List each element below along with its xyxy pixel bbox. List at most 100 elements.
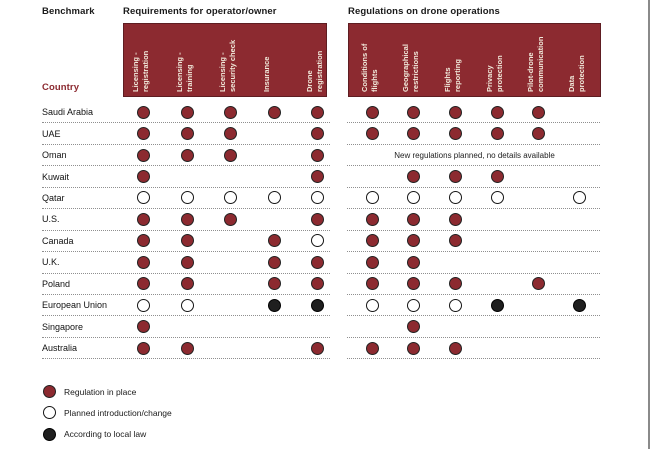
- group2-title: Regulations on drone operations: [348, 6, 500, 17]
- dot-planned-introduction: [136, 298, 150, 312]
- dot-planned-introduction: [223, 191, 237, 205]
- dot-planned-introduction: [136, 191, 150, 205]
- dot-planned-introduction: [490, 191, 504, 205]
- country-label: Canada: [42, 235, 74, 246]
- column-header: Licensing - registration: [131, 50, 150, 92]
- column-header: Privacy protection: [485, 55, 504, 92]
- country-label: Kuwait: [42, 171, 70, 182]
- dot-regulation-in-place: [310, 341, 324, 355]
- dot-planned-introduction: [310, 234, 324, 248]
- dot-regulation-in-place: [136, 341, 150, 355]
- dot-according-to-local-law: [267, 298, 281, 312]
- dot-regulation-in-place: [365, 105, 379, 119]
- country-label: European Union: [42, 300, 108, 311]
- dot-regulation-in-place: [310, 127, 324, 141]
- dot-regulation-in-place: [531, 105, 545, 119]
- column-header: Drone registration: [305, 50, 324, 92]
- table-row: U.S.: [42, 209, 600, 231]
- dot-according-to-local-law: [490, 298, 504, 312]
- dot-regulation-in-place: [406, 255, 420, 269]
- legend: Regulation in place Planned introduction/…: [43, 381, 172, 445]
- dot-regulation-in-place: [136, 127, 150, 141]
- dot-regulation-in-place: [448, 341, 462, 355]
- table-row: Australia: [42, 338, 600, 360]
- table-row: Qatar: [42, 188, 600, 210]
- country-label: UAE: [42, 128, 61, 139]
- dot-regulation-in-place: [310, 105, 324, 119]
- column-header: Flights reporting: [443, 59, 462, 92]
- dot-regulation-in-place: [136, 255, 150, 269]
- dot-regulation-in-place: [180, 105, 194, 119]
- dot-regulation-in-place: [180, 127, 194, 141]
- dot-regulation-in-place: [267, 234, 281, 248]
- dot-regulation-in-place: [448, 127, 462, 141]
- column-header: Geographical restrictions: [401, 44, 420, 92]
- column-header: Insurance: [262, 56, 271, 92]
- dot-according-to-local-law: [572, 298, 586, 312]
- country-label: U.S.: [42, 214, 60, 225]
- dot-according-to-local-law: [310, 298, 324, 312]
- legend-label: According to local law: [64, 429, 147, 440]
- dot-regulation-in-place: [223, 127, 237, 141]
- window-right-border: [648, 0, 650, 449]
- legend-label: Planned introduction/change: [64, 407, 172, 418]
- dot-regulation-in-place: [365, 212, 379, 226]
- dot-regulation-in-place: [406, 234, 420, 248]
- dot-planned-introduction: [180, 298, 194, 312]
- column-group-divider: [330, 100, 346, 361]
- legend-item: According to local law: [43, 424, 172, 445]
- dot-regulation-in-place: [365, 255, 379, 269]
- table-row: Saudi Arabia: [42, 102, 600, 124]
- dot-regulation-in-place: [365, 341, 379, 355]
- dot-regulation-in-place: [267, 255, 281, 269]
- column-header: Licensing - security check: [218, 39, 237, 92]
- dot-regulation-in-place: [180, 234, 194, 248]
- dot-regulation-in-place: [490, 127, 504, 141]
- table-row: U.K.: [42, 252, 600, 274]
- dot-regulation-in-place: [406, 277, 420, 291]
- row-note: New regulations planned, no details avai…: [394, 150, 555, 160]
- dot-regulation-in-place: [531, 277, 545, 291]
- dot-planned-introduction: [267, 191, 281, 205]
- country-label: Oman: [42, 150, 67, 161]
- dot-planned-introduction: [406, 298, 420, 312]
- dot-planned-introduction: [180, 191, 194, 205]
- dot-regulation-in-place: [490, 170, 504, 183]
- dot-regulation-in-place: [406, 320, 420, 334]
- column-header: Data protection: [567, 55, 586, 92]
- table-row: Canada: [42, 231, 600, 253]
- country-label: Qatar: [42, 192, 65, 203]
- dot-regulation-in-place: [180, 148, 194, 162]
- dot-regulation-in-place: [180, 212, 194, 226]
- dot-regulation-in-place: [531, 127, 545, 141]
- dot-regulation-in-place: [136, 320, 150, 334]
- dot-regulation-in-place: [490, 105, 504, 119]
- dot-planned-introduction: [572, 191, 586, 205]
- dot-regulation-in-place: [136, 234, 150, 248]
- dot-regulation-in-place: [448, 234, 462, 248]
- country-label: Australia: [42, 343, 78, 354]
- column-header: Licensing - training: [175, 52, 194, 92]
- dot-regulation-in-place: [406, 170, 420, 183]
- country-heading: Country: [42, 82, 80, 93]
- dot-regulation-in-place: [448, 277, 462, 291]
- table-row: Poland: [42, 274, 600, 295]
- dot-regulation-in-place: [180, 255, 194, 269]
- column-header-band-regulations: Conditions of flights Geographical restri…: [348, 23, 601, 97]
- dot-regulation-in-place-icon: [43, 385, 56, 399]
- column-header-band-requirements: Licensing - registration Licensing - trai…: [123, 23, 327, 97]
- table-row: UAE: [42, 123, 600, 145]
- dot-regulation-in-place: [448, 170, 462, 183]
- dot-regulation-in-place: [448, 212, 462, 226]
- dot-regulation-in-place: [136, 148, 150, 162]
- legend-item: Regulation in place: [43, 381, 172, 402]
- dot-planned-introduction: [365, 191, 379, 205]
- group1-title: Requirements for operator/owner: [123, 6, 277, 17]
- table-row: Singapore: [42, 316, 600, 338]
- dot-regulation-in-place: [310, 170, 324, 183]
- dot-regulation-in-place: [310, 277, 324, 291]
- country-label: Singapore: [42, 321, 84, 332]
- legend-label: Regulation in place: [64, 386, 137, 397]
- dot-regulation-in-place: [136, 277, 150, 291]
